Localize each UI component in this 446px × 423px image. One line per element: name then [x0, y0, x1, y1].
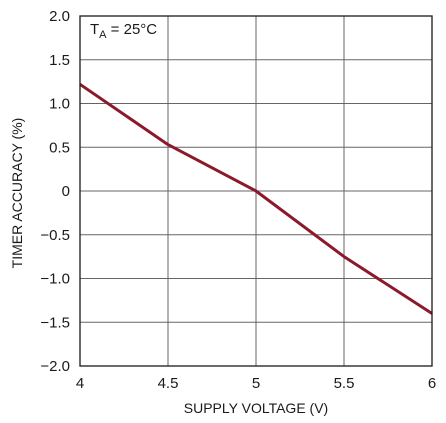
temperature-annotation: TA = 25°C [90, 21, 157, 41]
y-tick-label: 2.0 [49, 8, 70, 25]
y-axis-title: TIMER ACCURACY (%) [9, 118, 25, 269]
series-group [79, 83, 433, 315]
annotation-main: T [90, 21, 99, 38]
annotation-subscript: A [99, 29, 107, 41]
y-tick-labels: 2.0 1.5 1.0 0.5 0 −0.5 −1.0 −1.5 −2.0 [40, 8, 70, 375]
grid-lines [80, 16, 432, 366]
y-tick-label: 0 [62, 183, 70, 200]
x-tick-label: 5 [252, 375, 260, 392]
x-tick-label: 5.5 [334, 375, 355, 392]
x-tick-labels: 4 4.5 5 5.5 6 [76, 375, 436, 392]
y-tick-label: −1.0 [40, 271, 70, 288]
x-tick-label: 4.5 [158, 375, 179, 392]
y-tick-label: −1.5 [40, 314, 70, 331]
annotation-rest: = 25°C [107, 21, 158, 38]
y-tick-label: 0.5 [49, 139, 70, 156]
y-tick-label: 1.0 [49, 96, 70, 113]
y-tick-label: −2.0 [40, 358, 70, 375]
x-tick-label: 4 [76, 375, 84, 392]
plot-frame [79, 15, 433, 367]
x-axis-title: SUPPLY VOLTAGE (V) [184, 400, 328, 416]
x-tick-label: 6 [428, 375, 436, 392]
series-line [79, 83, 433, 315]
y-tick-label: −0.5 [40, 227, 70, 244]
y-tick-label: 1.5 [49, 52, 70, 69]
